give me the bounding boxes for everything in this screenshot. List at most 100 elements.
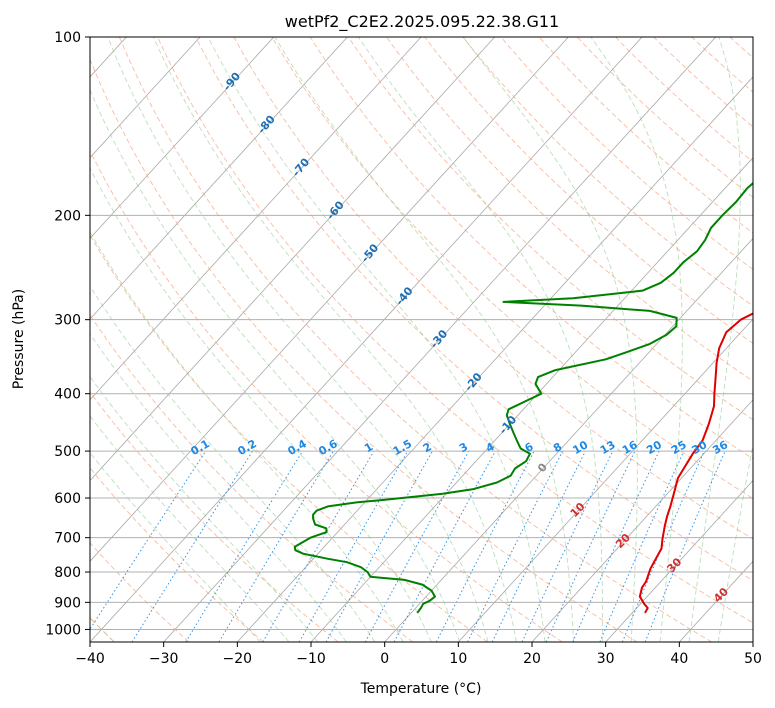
moist-adiabat-line bbox=[358, 37, 603, 642]
mixing-ratio-line bbox=[572, 450, 660, 642]
chart-title: wetPf2_C2E2.2025.095.22.38.G11 bbox=[285, 12, 559, 32]
y-tick-label: 600 bbox=[54, 491, 81, 507]
isotherm-line bbox=[90, 37, 643, 642]
profile-series bbox=[293, 181, 753, 614]
dry-adiabat-label: -90 bbox=[221, 70, 244, 94]
mixing-ratio-label: 0.4 bbox=[286, 437, 310, 458]
isotherm-line bbox=[384, 237, 753, 642]
dry-adiabat-line bbox=[233, 37, 753, 540]
mixing-ratio-label: 1 bbox=[362, 440, 375, 455]
profile-line bbox=[293, 181, 753, 614]
x-tick-label: −30 bbox=[149, 651, 179, 667]
dry-adiabat-line bbox=[90, 149, 563, 642]
isotherm-line bbox=[90, 37, 496, 482]
dry-adiabat-line bbox=[424, 37, 753, 344]
x-tick-label: −10 bbox=[296, 651, 326, 667]
moist-adiabat-line bbox=[207, 37, 546, 642]
dry-adiabat-line bbox=[462, 37, 753, 307]
mixing-ratio-line bbox=[218, 450, 334, 642]
mixing-ratio-line bbox=[393, 450, 496, 642]
y-axis: 100 200 300 400 500 600 700 800 900 1000 bbox=[45, 30, 90, 638]
mixing-ratio-label: 10 bbox=[571, 438, 591, 457]
y-tick-label: 200 bbox=[54, 208, 81, 224]
line-labels: 0.1 0.2 0.4 0.6 1 1.5 2 3 4 6 8 10 13 16 20 25 30 36-90-8… bbox=[189, 70, 732, 606]
dry-adiabat-label: -40 bbox=[393, 284, 416, 308]
dry-adiabat-line bbox=[386, 37, 753, 382]
mixing-ratio-label: 3 bbox=[457, 440, 470, 455]
moist-adiabat-line bbox=[90, 88, 461, 642]
isotherm-line bbox=[90, 37, 422, 401]
moist-adiabat-line bbox=[590, 37, 683, 642]
profile-line bbox=[638, 312, 753, 614]
dry-adiabat-line bbox=[309, 37, 753, 460]
x-tick-label: 10 bbox=[449, 651, 467, 667]
y-tick-label: 1000 bbox=[45, 622, 81, 638]
mixing-ratio-label: 6 bbox=[522, 440, 535, 455]
moist-adiabat-line bbox=[90, 452, 261, 642]
mixing-ratio-line bbox=[621, 450, 705, 642]
dry-adiabat-label: -30 bbox=[428, 327, 451, 351]
dry-adiabat-line bbox=[195, 37, 753, 582]
mixing-ratio-line bbox=[90, 450, 207, 631]
isotherm-line bbox=[163, 37, 717, 642]
y-tick-label: 900 bbox=[54, 595, 81, 611]
dry-adiabat-line bbox=[157, 37, 753, 624]
mixing-ratio-line bbox=[262, 450, 375, 642]
mixing-ratio-label: 0.2 bbox=[235, 437, 258, 458]
dry-adiabat-line bbox=[271, 37, 753, 500]
dry-adiabat-line bbox=[653, 37, 753, 128]
dry-adiabat-line bbox=[118, 37, 712, 642]
moist-adiabat-line bbox=[107, 37, 489, 642]
x-tick-label: 20 bbox=[523, 651, 541, 667]
mixing-ratio-line bbox=[185, 450, 304, 642]
moist-adiabat-line bbox=[688, 37, 741, 642]
y-tick-label: 100 bbox=[54, 30, 81, 46]
mixing-ratio-label: 13 bbox=[598, 438, 618, 457]
isotherm-line bbox=[90, 37, 348, 320]
x-tick-label: 30 bbox=[597, 651, 615, 667]
mixing-ratio-line bbox=[491, 450, 586, 642]
dry-adiabat-line bbox=[729, 37, 753, 59]
plot-frame bbox=[89, 36, 754, 643]
isotherm-line bbox=[605, 479, 753, 642]
moist-adiabat-line bbox=[90, 415, 290, 642]
moist-adiabat-line bbox=[90, 332, 347, 642]
x-axis-label: Temperature (°C) bbox=[360, 681, 482, 697]
moist-adiabat-line bbox=[274, 37, 575, 642]
mixing-ratio-label: 25 bbox=[669, 438, 689, 457]
dry-adiabat-line bbox=[90, 58, 638, 642]
isotherm-line bbox=[458, 318, 753, 642]
dry-adiabat-label: -60 bbox=[324, 198, 347, 222]
dry-adiabat-line bbox=[90, 391, 339, 642]
x-tick-label: 50 bbox=[744, 651, 762, 667]
y-tick-label: 300 bbox=[54, 313, 81, 329]
x-tick-label: −20 bbox=[223, 651, 253, 667]
y-tick-label: 700 bbox=[54, 531, 81, 547]
mixing-ratio-label: 20 bbox=[644, 438, 664, 457]
mixing-ratio-label: 36 bbox=[710, 438, 730, 457]
dry-adiabat-line bbox=[90, 467, 264, 642]
moist-adiabat-line bbox=[90, 167, 432, 642]
isotherm-line bbox=[752, 641, 753, 642]
dry-adiabat-label: -80 bbox=[255, 113, 278, 137]
dry-adiabat-label: -70 bbox=[290, 155, 313, 179]
y-tick-label: 500 bbox=[54, 444, 81, 460]
dry-adiabat-label: -50 bbox=[359, 241, 382, 265]
mixing-ratio-line bbox=[131, 450, 254, 642]
x-tick-label: 40 bbox=[670, 651, 688, 667]
x-tick-label: −40 bbox=[75, 651, 105, 667]
dry-adiabat-line bbox=[576, 37, 753, 198]
isotherm-line bbox=[237, 76, 753, 642]
mixing-ratio-label: 1.5 bbox=[391, 437, 414, 458]
moist-adiabat-line bbox=[90, 231, 404, 642]
moist-adiabat-line bbox=[462, 37, 638, 642]
mixing-ratio-line bbox=[644, 450, 726, 642]
mixing-ratio-line bbox=[467, 450, 564, 642]
isotherm-line bbox=[531, 399, 753, 642]
dry-adiabat-label: -20 bbox=[462, 370, 485, 394]
dry-adiabat-line bbox=[768, 37, 775, 642]
x-tick-label: 0 bbox=[380, 651, 389, 667]
background-lines bbox=[90, 37, 775, 642]
y-tick-label: 400 bbox=[54, 387, 81, 403]
